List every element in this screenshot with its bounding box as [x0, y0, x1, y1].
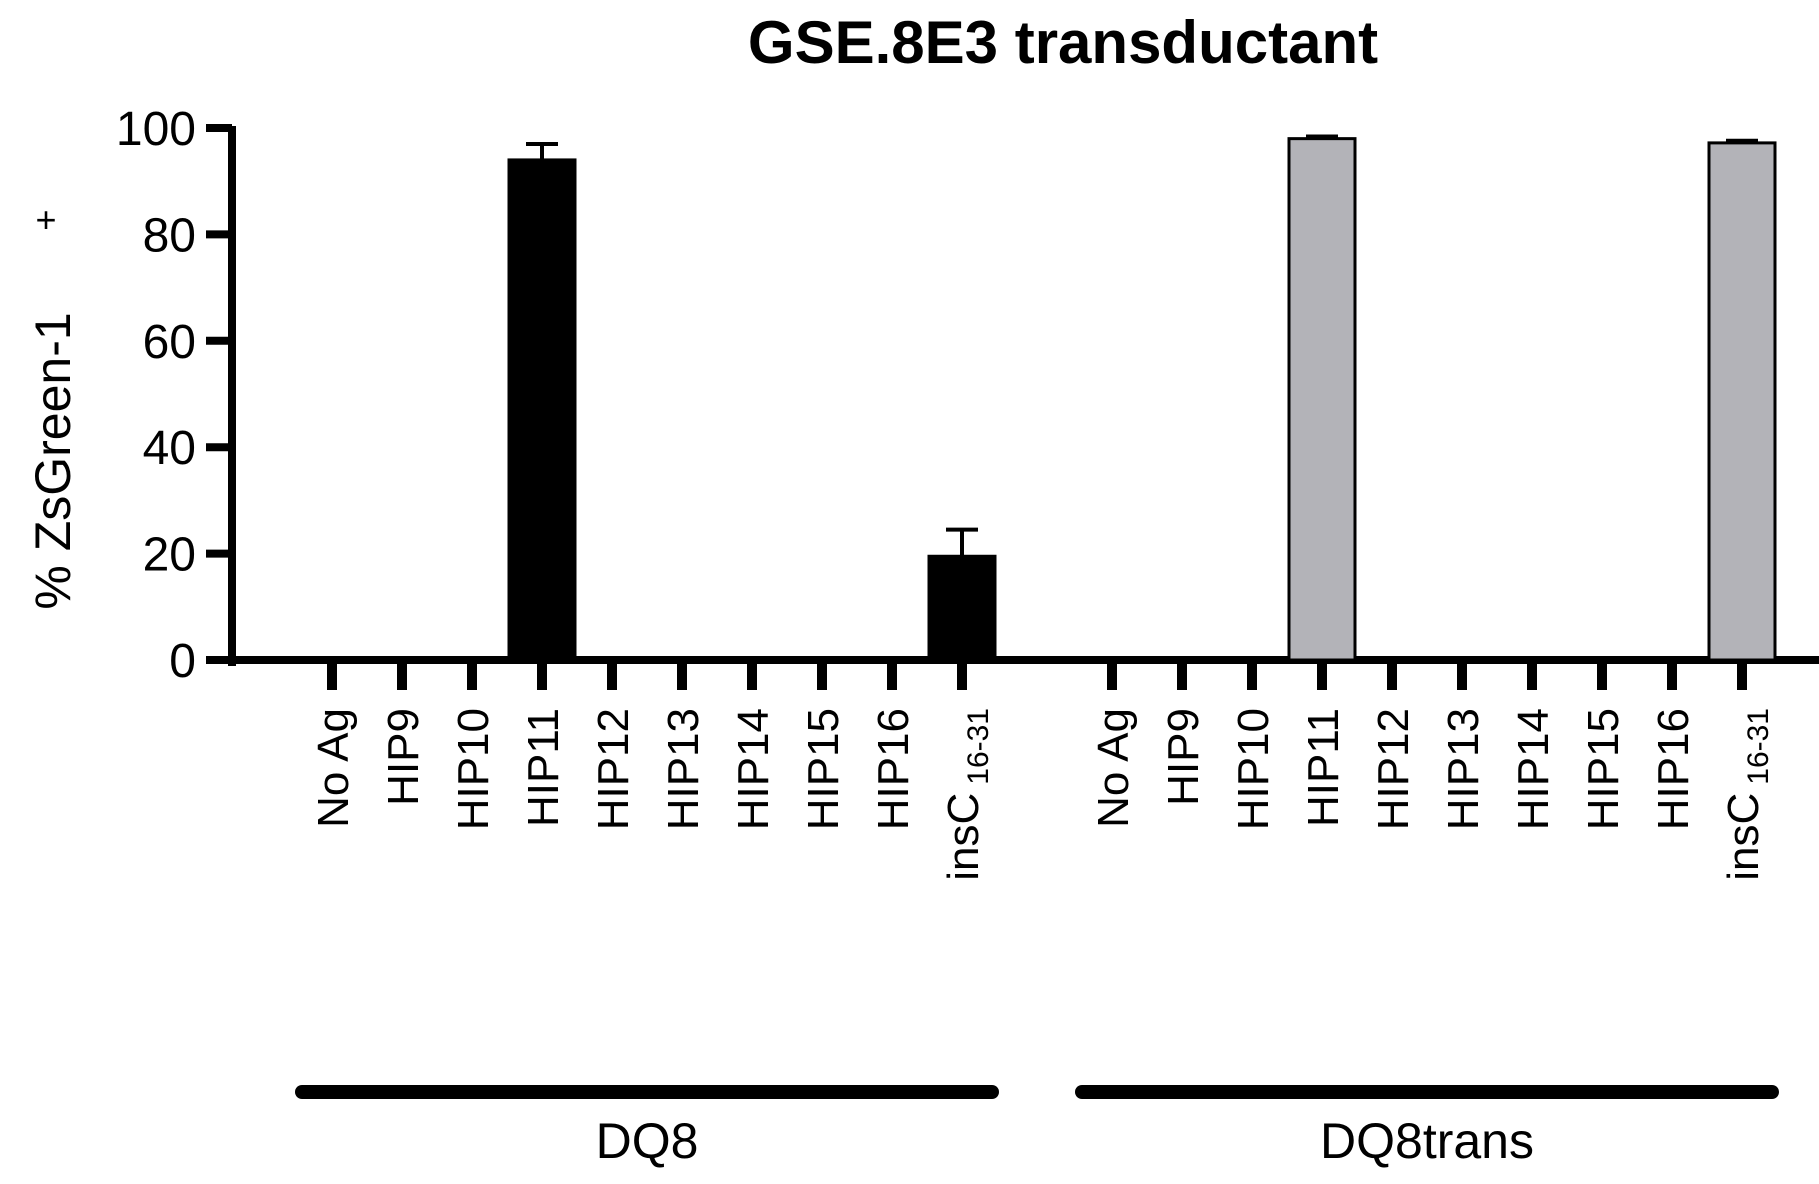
- category-label: HIP11: [519, 708, 568, 827]
- y-tick-label: 0: [169, 635, 196, 688]
- category-label: HIP13: [659, 708, 708, 830]
- category-label: HIP16: [1649, 708, 1698, 830]
- category-label-main: insC: [939, 793, 988, 881]
- category-label-subscript: 16-31: [1742, 708, 1775, 785]
- category-label: HIP10: [449, 708, 498, 830]
- category-label-main: insC: [1719, 793, 1768, 881]
- y-tick-label: 60: [143, 316, 196, 369]
- category-label: HIP15: [1579, 708, 1628, 830]
- category-label: HIP11: [1299, 708, 1348, 827]
- y-axis-label-text: % ZsGreen-1: [25, 312, 81, 609]
- y-tick-label: 20: [143, 529, 196, 582]
- y-axis-label-superscript: +: [35, 199, 56, 240]
- plot-area: 0 20 40 60 80 100 No Ag HIP9 HIP10 HIP11 HIP12 HIP1…: [116, 103, 1819, 1169]
- y-axis-label: % ZsGreen-1: [25, 312, 81, 609]
- bar: [1707, 141, 1777, 662]
- category-label: insC 16-31: [1719, 708, 1775, 881]
- category-label: No Ag: [309, 708, 358, 828]
- category-label: No Ag: [1089, 708, 1138, 828]
- bar: [507, 158, 577, 662]
- category-label: HIP14: [1509, 708, 1558, 830]
- category-label: HIP14: [729, 708, 778, 830]
- category-label: HIP15: [799, 708, 848, 830]
- bar: [1287, 137, 1357, 662]
- category-label-subscript: 16-31: [962, 708, 995, 785]
- group-label: DQ8: [596, 1113, 699, 1169]
- category-label: HIP10: [1229, 708, 1278, 830]
- category-label: HIP12: [589, 708, 638, 830]
- chart-title: GSE.8E3 transductant: [748, 9, 1378, 76]
- category-label: HIP9: [1159, 708, 1208, 806]
- category-label: HIP9: [379, 708, 428, 806]
- category-label: HIP12: [1369, 708, 1418, 830]
- category-label: insC 16-31: [939, 708, 995, 881]
- y-tick-label: 100: [116, 103, 196, 156]
- bar: [927, 554, 997, 662]
- y-tick-label: 40: [143, 422, 196, 475]
- category-label: HIP16: [869, 708, 918, 830]
- category-label: HIP13: [1439, 708, 1488, 830]
- group-label: DQ8trans: [1320, 1113, 1534, 1169]
- y-tick-label: 80: [143, 209, 196, 262]
